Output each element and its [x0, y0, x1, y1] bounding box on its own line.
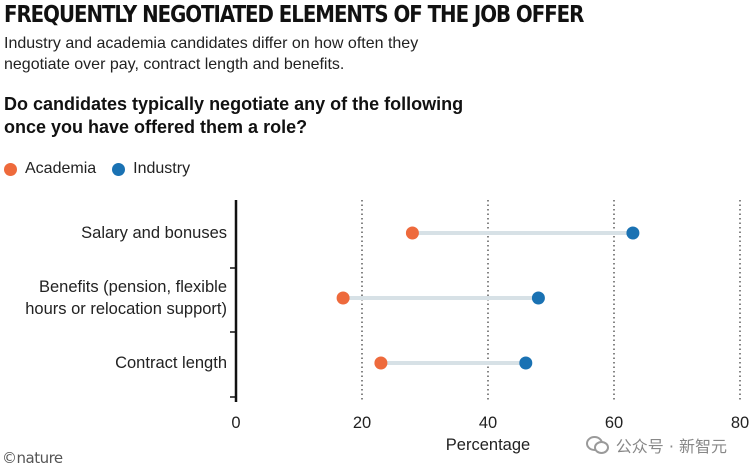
x-tick-label-80: 80: [731, 414, 749, 432]
point-academia-2: [374, 356, 388, 370]
point-academia-1: [336, 291, 350, 305]
x-tick-label-40: 40: [479, 414, 497, 432]
wechat-icon: [585, 436, 610, 454]
survey-question: Do candidates typically negotiate any of…: [4, 94, 464, 137]
point-industry-1: [531, 291, 545, 305]
x-tick-label-0: 0: [231, 414, 240, 432]
category-label-line: Salary and bonuses: [81, 224, 227, 242]
nature-credit: ©nature: [2, 449, 63, 467]
category-label-0: Salary and bonuses: [81, 224, 227, 242]
x-tick-label-20: 20: [353, 414, 371, 432]
legend-swatch-industry: [112, 162, 126, 176]
legend-label-industry: Industry: [133, 160, 191, 177]
legend-label-academia: Academia: [25, 160, 97, 177]
category-label-2: Contract length: [115, 354, 227, 372]
x-tick-label-60: 60: [605, 414, 623, 432]
chart-title: FREQUENTLY NEGOTIATED ELEMENTS OF THE JO…: [4, 2, 584, 28]
category-label-1: Benefits (pension, flexible hours or relo…: [25, 278, 227, 318]
category-label-line: Contract length: [115, 354, 227, 372]
chart-subtitle: Industry and academia candidates differ …: [4, 35, 419, 73]
point-industry-2: [519, 356, 533, 370]
point-academia-0: [405, 226, 419, 240]
legend-item-industry: Industry: [112, 160, 190, 178]
legend-swatch-academia: [4, 162, 17, 176]
x-axis-label: Percentage: [446, 436, 530, 454]
category-label-line: Benefits (pension, flexible: [39, 278, 227, 296]
point-industry-0: [626, 226, 640, 240]
legend-item-academia: Academia: [4, 160, 96, 178]
watermark-text: 公众号 · 新智元: [615, 437, 727, 456]
legend: Academia Industry: [4, 160, 206, 178]
watermark: 公众号 · 新智元: [585, 433, 727, 457]
category-label-line: hours or relocation support): [25, 300, 227, 318]
